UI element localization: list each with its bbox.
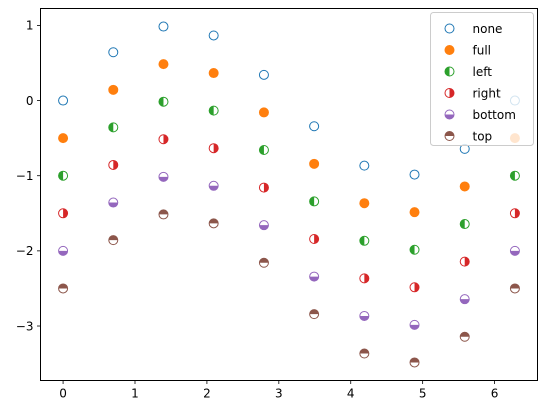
data-point bbox=[258, 145, 269, 156]
legend-marker bbox=[444, 88, 455, 98]
data-markers bbox=[58, 21, 520, 368]
data-point bbox=[509, 170, 520, 181]
data-point bbox=[409, 169, 420, 180]
data-point bbox=[359, 235, 370, 246]
series-top bbox=[58, 209, 520, 368]
x-axis: 0 1 2 3 4 5 6 bbox=[59, 380, 499, 401]
data-point bbox=[459, 294, 470, 305]
legend: none full left right bottom top bbox=[430, 12, 534, 146]
data-point bbox=[459, 331, 470, 342]
data-point bbox=[309, 271, 320, 282]
x-tick-label: 1 bbox=[131, 387, 139, 401]
data-point bbox=[158, 96, 169, 107]
x-tick-label: 4 bbox=[347, 387, 355, 401]
series-right bbox=[58, 134, 520, 293]
y-tick-label: 0 bbox=[26, 94, 34, 108]
data-point bbox=[258, 257, 269, 268]
legend-label: full bbox=[473, 43, 492, 57]
x-tick-label: 6 bbox=[491, 387, 499, 401]
data-point bbox=[459, 181, 470, 192]
y-tick-label: −1 bbox=[16, 169, 34, 183]
data-point bbox=[409, 244, 420, 255]
data-point bbox=[409, 207, 420, 218]
legend-marker bbox=[444, 131, 455, 141]
x-tick-label: 0 bbox=[59, 387, 67, 401]
data-point bbox=[108, 47, 119, 58]
data-point bbox=[158, 21, 169, 32]
legend-marker bbox=[444, 23, 455, 34]
data-point bbox=[258, 107, 269, 118]
legend-label: bottom bbox=[473, 108, 516, 122]
data-point bbox=[108, 159, 119, 170]
data-point bbox=[359, 348, 370, 359]
data-point bbox=[158, 209, 169, 220]
data-point bbox=[359, 273, 370, 284]
data-point bbox=[258, 69, 269, 80]
y-tick-label: 1 bbox=[26, 19, 34, 33]
data-point bbox=[58, 208, 69, 219]
legend-marker bbox=[444, 66, 455, 77]
series-left bbox=[58, 96, 520, 255]
data-point bbox=[108, 235, 119, 246]
data-point bbox=[208, 30, 219, 41]
legend-marker bbox=[444, 45, 455, 55]
legend-box bbox=[430, 12, 534, 146]
series-bottom bbox=[58, 171, 520, 330]
legend-entry-none: none bbox=[444, 22, 503, 36]
data-point bbox=[309, 158, 320, 169]
y-axis: 1 0 −1 −2 −3 bbox=[16, 19, 41, 333]
y-tick-label: −2 bbox=[16, 244, 34, 258]
data-point bbox=[409, 319, 420, 330]
data-point bbox=[258, 182, 269, 193]
legend-label: none bbox=[473, 22, 503, 36]
data-point bbox=[309, 233, 320, 244]
data-point bbox=[58, 283, 69, 294]
x-tick-label: 5 bbox=[419, 387, 427, 401]
x-tick-label: 2 bbox=[203, 387, 211, 401]
legend-entry-left: left bbox=[444, 65, 493, 79]
series-full bbox=[58, 59, 520, 218]
data-point bbox=[359, 160, 370, 171]
legend-entry-full: full bbox=[444, 43, 492, 57]
data-point bbox=[58, 133, 69, 144]
data-point bbox=[309, 196, 320, 207]
legend-entry-right: right bbox=[444, 86, 501, 100]
data-point bbox=[459, 219, 470, 230]
data-point bbox=[208, 180, 219, 191]
data-point bbox=[459, 256, 470, 267]
legend-label: left bbox=[473, 65, 493, 79]
data-point bbox=[58, 170, 69, 181]
data-point bbox=[359, 310, 370, 321]
data-point bbox=[158, 171, 169, 182]
data-point bbox=[309, 309, 320, 320]
legend-entry-top: top bbox=[444, 129, 493, 143]
legend-marker bbox=[444, 109, 455, 120]
data-point bbox=[108, 122, 119, 133]
axes-frame bbox=[40, 8, 538, 381]
data-point bbox=[409, 282, 420, 293]
legend-label: right bbox=[473, 86, 501, 100]
data-point bbox=[58, 95, 69, 106]
data-point bbox=[309, 121, 320, 132]
data-point bbox=[108, 197, 119, 208]
data-point bbox=[108, 84, 119, 95]
data-point bbox=[509, 208, 520, 219]
data-point bbox=[509, 245, 520, 256]
y-tick-label: −3 bbox=[16, 319, 34, 333]
data-point bbox=[158, 134, 169, 145]
data-point bbox=[208, 143, 219, 154]
data-point bbox=[258, 220, 269, 231]
x-tick-label: 3 bbox=[275, 387, 283, 401]
legend-entry-bottom: bottom bbox=[444, 108, 516, 122]
data-point bbox=[409, 357, 420, 368]
data-point bbox=[208, 105, 219, 116]
data-point bbox=[359, 198, 370, 209]
data-point bbox=[509, 283, 520, 294]
data-point bbox=[208, 68, 219, 79]
data-point bbox=[208, 218, 219, 229]
data-point bbox=[158, 59, 169, 70]
legend-label: top bbox=[473, 129, 493, 143]
data-point bbox=[58, 245, 69, 256]
